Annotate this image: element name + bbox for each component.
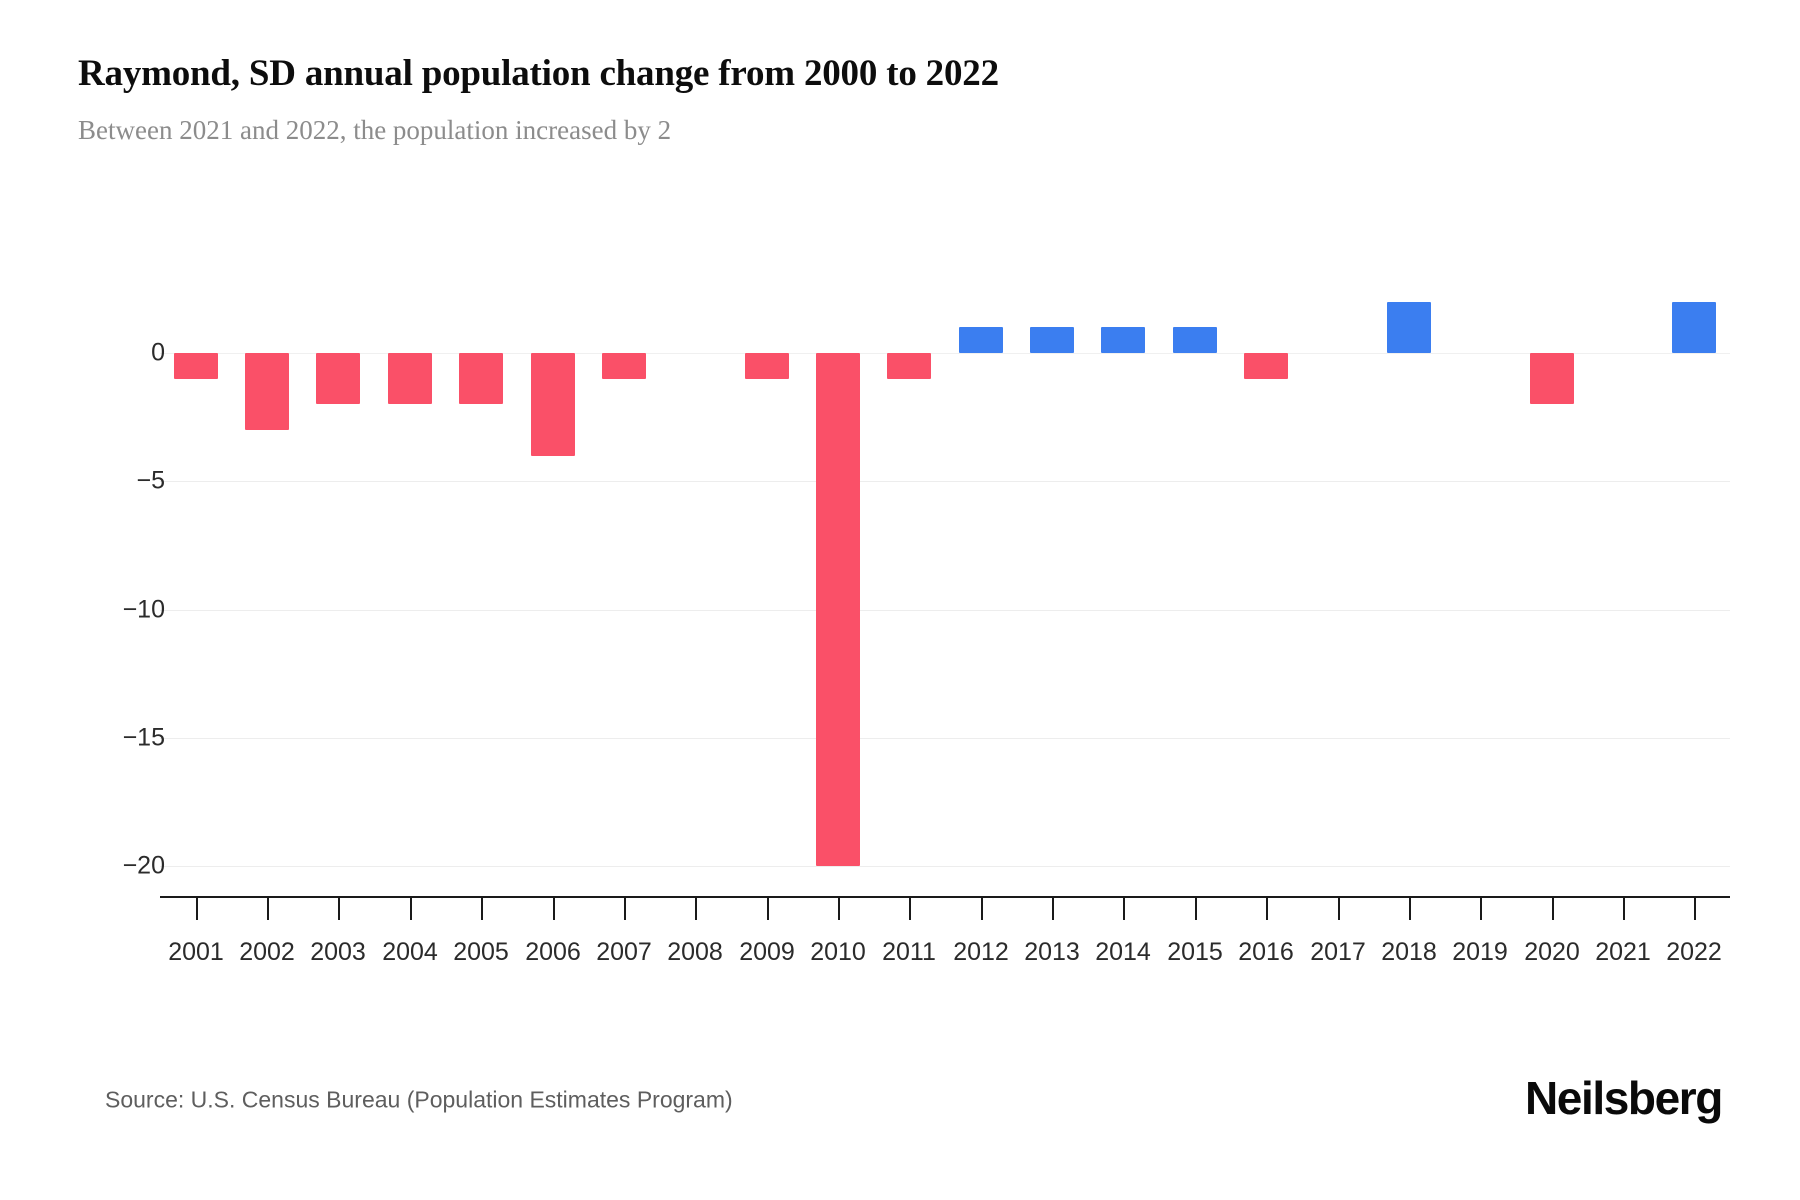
y-axis-tick-label: −5 <box>136 466 165 495</box>
x-axis-tick <box>1409 898 1411 920</box>
x-axis-tick-label-2018: 2018 <box>1381 938 1437 966</box>
x-axis-tick-label-2002: 2002 <box>239 938 295 966</box>
bar-2009[interactable] <box>745 353 789 379</box>
x-axis-tick <box>1195 898 1197 920</box>
x-axis-tick <box>1480 898 1482 920</box>
bar-2010[interactable] <box>816 353 860 866</box>
bar-2001[interactable] <box>174 353 218 379</box>
x-axis-tick <box>338 898 340 920</box>
x-axis-tick <box>553 898 555 920</box>
x-axis-tick-label-2001: 2001 <box>168 938 224 966</box>
x-axis-tick-label-2014: 2014 <box>1095 938 1151 966</box>
bar-2016[interactable] <box>1244 353 1288 379</box>
x-axis-tick <box>624 898 626 920</box>
x-axis-line <box>160 896 1730 898</box>
x-axis-tick <box>196 898 198 920</box>
x-axis-tick-label-2004: 2004 <box>382 938 438 966</box>
x-axis-tick <box>481 898 483 920</box>
x-axis-tick <box>1052 898 1054 920</box>
bar-2011[interactable] <box>887 353 931 379</box>
x-axis-tick-label-2003: 2003 <box>310 938 366 966</box>
x-axis-tick-label-2019: 2019 <box>1452 938 1508 966</box>
y-axis-tick-label: −15 <box>122 723 165 752</box>
x-axis-tick <box>1552 898 1554 920</box>
neilsberg-logo: Neilsberg <box>1524 1072 1723 1124</box>
x-axis-tick-label-2006: 2006 <box>525 938 581 966</box>
x-axis-tick-label-2007: 2007 <box>596 938 652 966</box>
chart-subtitle: Between 2021 and 2022, the population in… <box>78 114 672 145</box>
bar-2007[interactable] <box>602 353 646 379</box>
bar-2018[interactable] <box>1387 301 1431 353</box>
x-axis-tick-label-2009: 2009 <box>739 938 795 966</box>
y-axis-tick-label: −10 <box>122 595 165 623</box>
x-axis-tick-label-2021: 2021 <box>1595 938 1651 966</box>
gridline <box>160 609 1730 611</box>
x-axis-tick-label-2020: 2020 <box>1524 938 1580 966</box>
x-axis-tick-label-2008: 2008 <box>667 938 723 966</box>
x-axis-tick <box>410 898 412 920</box>
gridline <box>160 866 1730 867</box>
x-axis-tick-label-2010: 2010 <box>810 938 866 966</box>
x-axis-tick <box>267 898 269 920</box>
x-axis-tick-label-2015: 2015 <box>1167 938 1223 966</box>
bar-2002[interactable] <box>245 353 289 430</box>
bar-2005[interactable] <box>459 353 503 404</box>
x-axis-tick-label-2012: 2012 <box>953 938 1009 966</box>
x-axis-tick-label-2016: 2016 <box>1238 938 1294 966</box>
gridline <box>160 737 1730 739</box>
x-axis-tick <box>981 898 983 920</box>
bar-2013[interactable] <box>1030 327 1074 354</box>
x-axis-tick <box>1338 898 1340 920</box>
x-axis-tick <box>838 898 840 920</box>
x-axis-tick <box>1123 898 1125 920</box>
bar-2004[interactable] <box>388 353 432 404</box>
zero-baseline <box>160 353 1730 354</box>
y-axis-tick-label: −20 <box>122 851 165 880</box>
x-axis-tick <box>1694 898 1696 920</box>
x-axis-tick <box>767 898 769 920</box>
x-axis-tick <box>695 898 697 920</box>
bar-2015[interactable] <box>1173 327 1217 354</box>
x-axis-tick <box>909 898 911 920</box>
x-axis-tick <box>1623 898 1625 920</box>
bar-2014[interactable] <box>1101 327 1145 354</box>
gridline <box>160 481 1730 483</box>
x-axis-tick-label-2011: 2011 <box>882 938 936 966</box>
bar-2022[interactable] <box>1672 301 1716 353</box>
bar-2003[interactable] <box>316 353 360 404</box>
x-axis-tick-label-2013: 2013 <box>1024 938 1080 966</box>
x-axis-tick-label-2022: 2022 <box>1666 938 1722 966</box>
bar-2006[interactable] <box>531 353 575 456</box>
x-axis-tick-label-2005: 2005 <box>453 938 509 966</box>
x-axis-tick <box>1266 898 1268 920</box>
bar-2012[interactable] <box>959 327 1003 354</box>
bar-2020[interactable] <box>1530 353 1574 404</box>
page-title: Raymond, SD annual population change fro… <box>78 53 999 94</box>
x-axis-tick-label-2017: 2017 <box>1310 938 1366 966</box>
chart-header: Raymond, SD annual population change fro… <box>78 52 1718 146</box>
y-axis-tick-label: 0 <box>151 338 165 367</box>
source-caption: Source: U.S. Census Bureau (Population E… <box>105 1086 733 1113</box>
